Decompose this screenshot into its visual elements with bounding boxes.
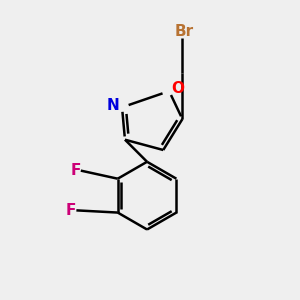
Text: O: O	[171, 81, 184, 96]
Text: N: N	[107, 98, 120, 113]
Text: Br: Br	[174, 24, 194, 39]
Text: F: F	[66, 203, 76, 218]
Text: F: F	[70, 163, 81, 178]
